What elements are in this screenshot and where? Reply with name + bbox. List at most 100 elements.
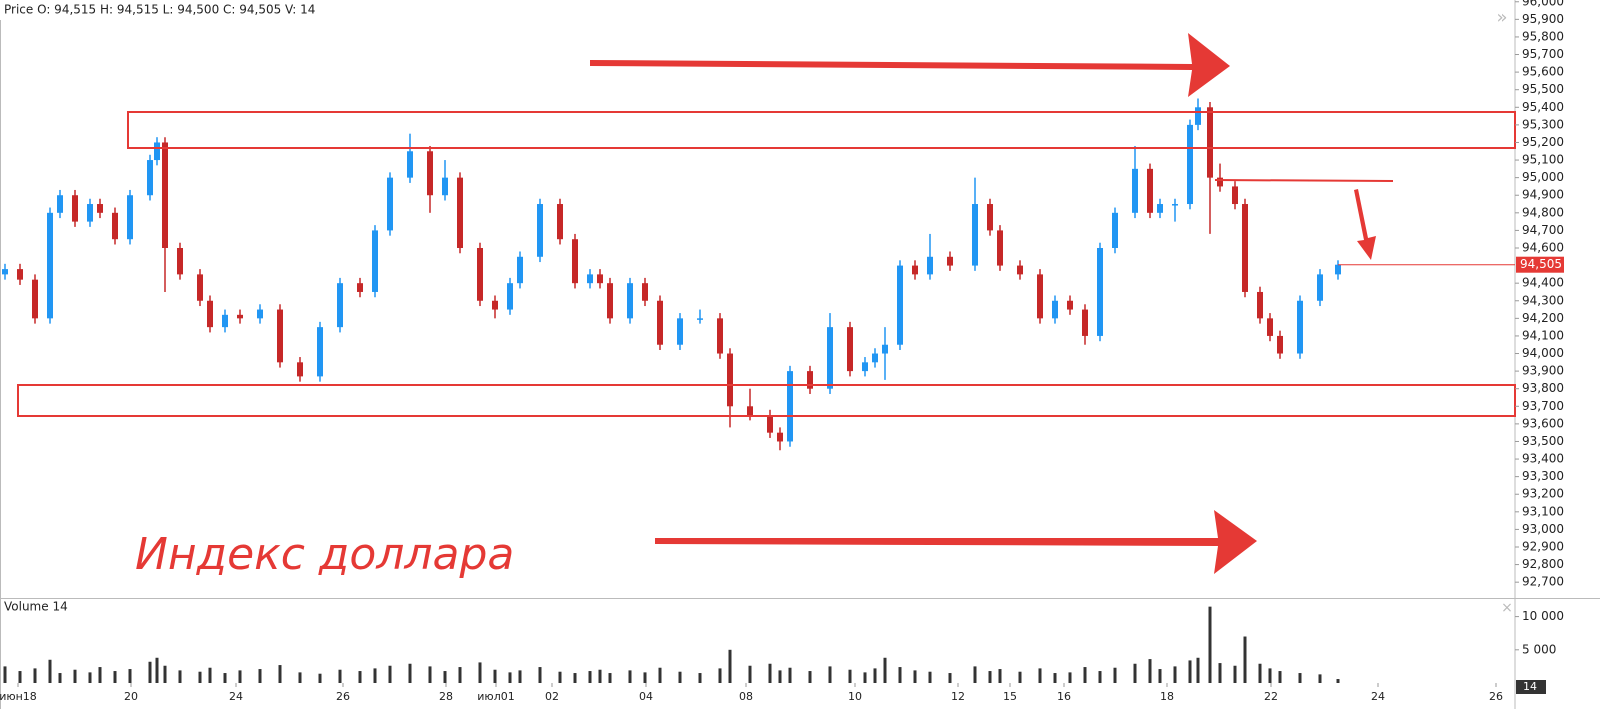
volume-bar [113,671,117,683]
candle-body [297,362,303,377]
support-zone [17,384,1516,417]
volume-bar [698,673,702,683]
x-tick-label: 26 [1489,690,1503,703]
volume-bar [1243,636,1247,683]
volume-bar [98,667,102,683]
volume-bar [1268,668,1272,683]
volume-bar [788,667,792,683]
y-tick-label: 93,200 [1522,487,1564,501]
close-button[interactable]: × [1501,600,1513,616]
volume-tick-label: 5 000 [1522,642,1556,656]
volume-bar [588,671,592,683]
trend-arrow [655,510,1257,574]
y-tick-label: 95,600 [1522,65,1564,79]
candle-body [747,406,753,416]
volume-bar [493,669,497,683]
volume-bar [1318,674,1322,683]
price-pane [2,98,1341,451]
candle-body [677,318,683,345]
y-tick-label: 93,100 [1522,504,1564,518]
y-tick-label: 93,400 [1522,452,1564,466]
y-tick-label: 95,900 [1522,12,1564,26]
candle-body [47,212,53,319]
volume-bar [88,672,92,683]
candle-body [1267,318,1273,336]
volume-bar [828,666,832,683]
candle-body [1017,265,1023,275]
y-tick-label: 92,700 [1522,575,1564,589]
candle-body [517,256,523,284]
candle-body [627,283,633,319]
volume-bar [1298,673,1302,683]
candle-body [197,274,203,301]
header-bg [0,0,290,20]
x-tick-label: 28 [439,690,453,703]
volume-bar [768,663,772,683]
candle-body [72,195,78,222]
candle-body [387,177,393,231]
volume-bar [948,673,952,683]
level-line [1214,179,1394,182]
candle-body [827,327,833,389]
volume-bar [998,669,1002,683]
volume-bar [238,670,242,683]
volume-bar [458,667,462,683]
candle-body [337,283,343,328]
candle-body [997,230,1003,266]
volume-bar [478,662,482,683]
candle-body [1232,186,1238,205]
candle-body [317,327,323,377]
candle-body [1207,107,1213,178]
annotation-text: Индекс доллара [135,529,514,580]
volume-bar [1113,667,1117,683]
volume-bar [598,669,602,683]
volume-bar [1173,666,1177,683]
x-tick-label: 20 [124,690,138,703]
x-tick-label: 24 [1371,690,1385,703]
candle-body [1257,291,1263,319]
last-price-label: 94,505 [1520,257,1562,271]
candle-body [697,318,703,320]
volume-tick-label: 10 000 [1522,609,1564,623]
candle-body [1052,300,1058,319]
candle-body [987,204,993,231]
candle-body [607,283,613,319]
y-tick-label: 93,000 [1522,522,1564,536]
resistance-zone [127,111,1516,149]
candle-body [507,283,513,310]
candle-body [1297,300,1303,354]
y-tick-label: 94,900 [1522,188,1564,202]
volume-bar [163,665,167,683]
x-tick-label: 04 [639,690,653,703]
volume-bar [1258,663,1262,683]
candle-body [1067,300,1073,310]
volume-bar [58,673,62,683]
y-tick-label: 93,900 [1522,364,1564,378]
volume-bar [1218,663,1222,683]
candle-body [587,274,593,284]
volume-bar [208,667,212,683]
volume-bar [913,670,917,683]
candle-body [207,300,213,328]
volume-bar [1068,672,1072,683]
candle-body [1317,274,1323,301]
volume-bar [148,661,152,683]
annotations [17,111,1516,417]
x-tick-label: 10 [848,690,862,703]
candle-body [357,283,363,292]
arrows [590,33,1376,574]
candle-body [237,314,243,319]
volume-bar [258,669,262,683]
candle-body [1172,204,1178,206]
volume-bar [988,671,992,683]
volume-bar [1158,669,1162,683]
candle-body [112,212,118,240]
volume-bar [318,673,322,683]
collapse-button[interactable]: » [1496,7,1507,28]
candle-body [912,265,918,275]
volume-bar [428,666,432,683]
candle-body [1187,124,1193,205]
volume-bar [388,665,392,683]
candle-body [492,300,498,310]
volume-bar [508,672,512,683]
